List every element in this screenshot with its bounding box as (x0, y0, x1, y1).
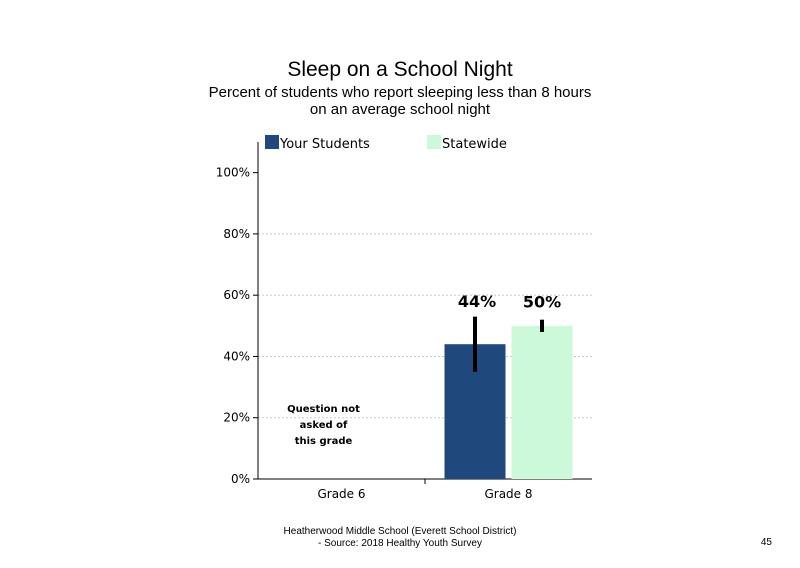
footer: Heatherwood Middle School (Everett Schoo… (200, 526, 600, 550)
y-tick-label: 80% (223, 227, 250, 241)
annotation-line: asked of (300, 420, 348, 431)
legend-swatch (265, 135, 279, 149)
y-tick-label: 60% (223, 288, 250, 302)
x-tick-label: Grade 6 (317, 487, 365, 501)
subtitle-line-2: on an average school night (309, 101, 491, 118)
footer-line-2: - Source: 2018 Healthy Youth Survey (318, 538, 482, 549)
y-tick-label: 100% (216, 166, 250, 180)
data-label: 50% (523, 293, 561, 312)
x-tick-label: Grade 8 (484, 487, 532, 501)
y-tick-label: 20% (223, 411, 250, 425)
page-number: 45 (760, 537, 772, 548)
y-tick-label: 0% (231, 472, 250, 486)
legend-label: Your Students (279, 137, 370, 152)
y-tick-label: 40% (223, 349, 250, 363)
annotation-line: this grade (295, 436, 353, 447)
footer-line-1: Heatherwood Middle School (Everett Schoo… (283, 526, 517, 537)
legend-swatch (427, 135, 441, 149)
subtitle-line-1: Percent of students who report sleeping … (208, 84, 592, 101)
bar (511, 325, 573, 479)
chart-subtitle: Percent of students who report sleeping … (0, 84, 800, 118)
annotation-line: Question not (287, 404, 360, 415)
data-label: 44% (458, 292, 496, 311)
chart-title: Sleep on a School Night (287, 58, 513, 81)
legend-label: Statewide (442, 137, 507, 152)
